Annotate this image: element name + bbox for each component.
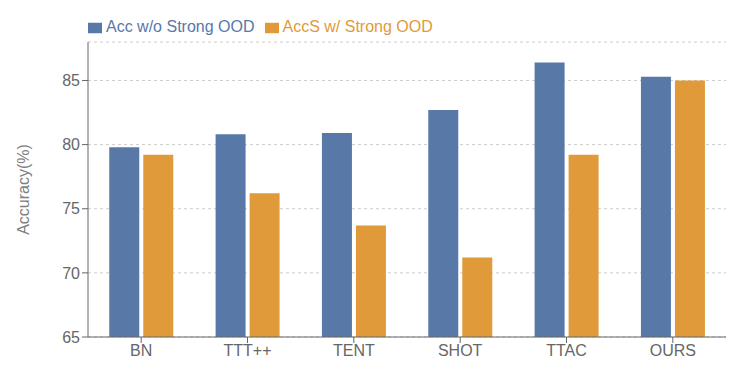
svg-text:65: 65	[62, 329, 80, 346]
svg-text:TENT: TENT	[333, 342, 375, 359]
svg-text:SHOT: SHOT	[438, 342, 483, 359]
html-text:Acc w/o Strong OOD: Acc w/o Strong OOD	[106, 18, 255, 35]
svg-text:TTAC: TTAC	[546, 342, 587, 359]
svg-text:TTT++: TTT++	[223, 342, 271, 359]
svg-text:85: 85	[62, 72, 80, 89]
html-text:AccS w/ Strong OOD: AccS w/ Strong OOD	[282, 18, 433, 35]
svg-text:70: 70	[62, 265, 80, 282]
svg-text:BN: BN	[130, 342, 152, 359]
svg-text:OURS: OURS	[650, 342, 696, 359]
svg-text:75: 75	[62, 200, 80, 217]
svg-text:80: 80	[62, 136, 80, 153]
svg-text:Accuracy(%): Accuracy(%)	[15, 144, 32, 235]
